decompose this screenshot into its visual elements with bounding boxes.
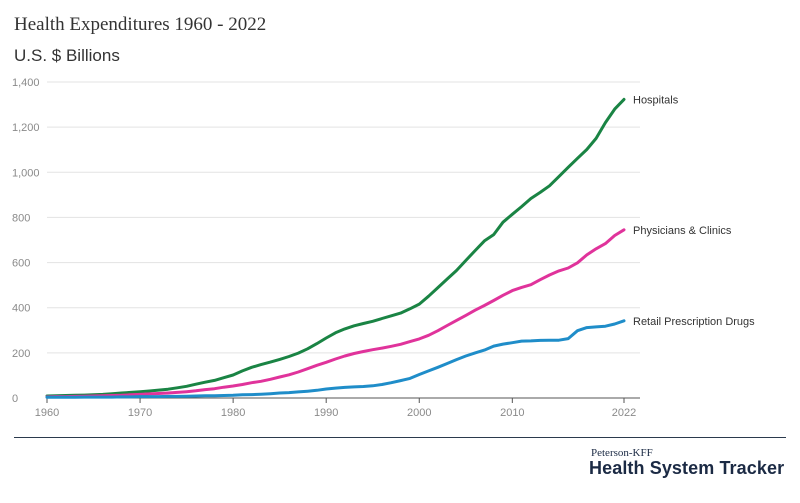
series-line-retail-prescription-drugs: [45, 319, 626, 399]
footer-divider: [14, 437, 786, 438]
y-tick-label: 800: [12, 212, 30, 224]
series-line-physicians-clinics: [45, 228, 626, 399]
series-label: Hospitals: [633, 94, 679, 106]
brand-org-name: Peterson-KFF: [591, 447, 653, 459]
chart-title: Health Expenditures 1960 - 2022: [14, 14, 267, 35]
series-label: Retail Prescription Drugs: [633, 316, 755, 328]
x-tick-label: 2000: [407, 407, 431, 419]
y-tick-label: 1,000: [12, 167, 40, 179]
x-tick-label: 1960: [35, 407, 59, 419]
brand-product-name: Health System Tracker: [589, 458, 785, 478]
series-line-hospitals: [45, 97, 626, 398]
x-tick-label: 2022: [612, 407, 636, 419]
x-tick-label: 1990: [314, 407, 338, 419]
y-tick-label: 600: [12, 258, 30, 270]
y-tick-label: 0: [12, 393, 18, 405]
series-label: Physicians & Clinics: [633, 225, 732, 237]
x-tick-label: 1970: [128, 407, 152, 419]
y-tick-label: 200: [12, 348, 30, 360]
x-tick-label: 2010: [500, 407, 524, 419]
y-tick-label: 400: [12, 303, 30, 315]
chart-plot: 0 200 400 600 800 1,000 1,200 1,400 1960 1970 1980…: [12, 77, 755, 419]
chart-subtitle: U.S. $ Billions: [14, 46, 120, 65]
y-tick-label: 1,400: [12, 77, 40, 89]
x-tick-label: 1980: [221, 407, 245, 419]
y-tick-label: 1,200: [12, 122, 40, 134]
